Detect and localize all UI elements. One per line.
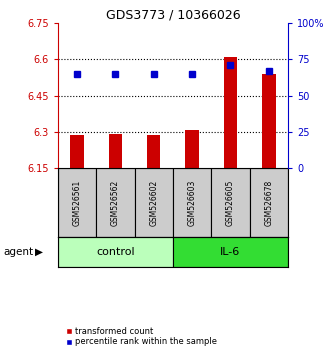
Bar bbox=[211, 168, 250, 237]
Text: control: control bbox=[96, 247, 135, 257]
Bar bbox=[250, 168, 288, 237]
Text: agent: agent bbox=[3, 247, 33, 257]
Bar bbox=[173, 237, 288, 267]
Bar bbox=[262, 74, 275, 168]
Text: GSM526561: GSM526561 bbox=[72, 179, 82, 226]
Title: GDS3773 / 10366026: GDS3773 / 10366026 bbox=[106, 9, 240, 22]
Text: GSM526678: GSM526678 bbox=[264, 179, 273, 226]
Legend: transformed count, percentile rank within the sample: transformed count, percentile rank withi… bbox=[62, 324, 221, 350]
Text: GSM526602: GSM526602 bbox=[149, 179, 158, 226]
Text: GSM526562: GSM526562 bbox=[111, 179, 120, 226]
Bar bbox=[185, 130, 199, 168]
Bar bbox=[135, 168, 173, 237]
Bar bbox=[224, 57, 237, 168]
Text: GSM526603: GSM526603 bbox=[188, 179, 197, 226]
Bar bbox=[96, 168, 135, 237]
Bar bbox=[58, 168, 96, 237]
Bar bbox=[58, 237, 173, 267]
Bar bbox=[147, 136, 161, 168]
Text: ▶: ▶ bbox=[35, 247, 43, 257]
Text: IL-6: IL-6 bbox=[220, 247, 241, 257]
Bar bbox=[109, 134, 122, 168]
Bar bbox=[173, 168, 211, 237]
Text: GSM526605: GSM526605 bbox=[226, 179, 235, 226]
Bar bbox=[71, 136, 84, 168]
